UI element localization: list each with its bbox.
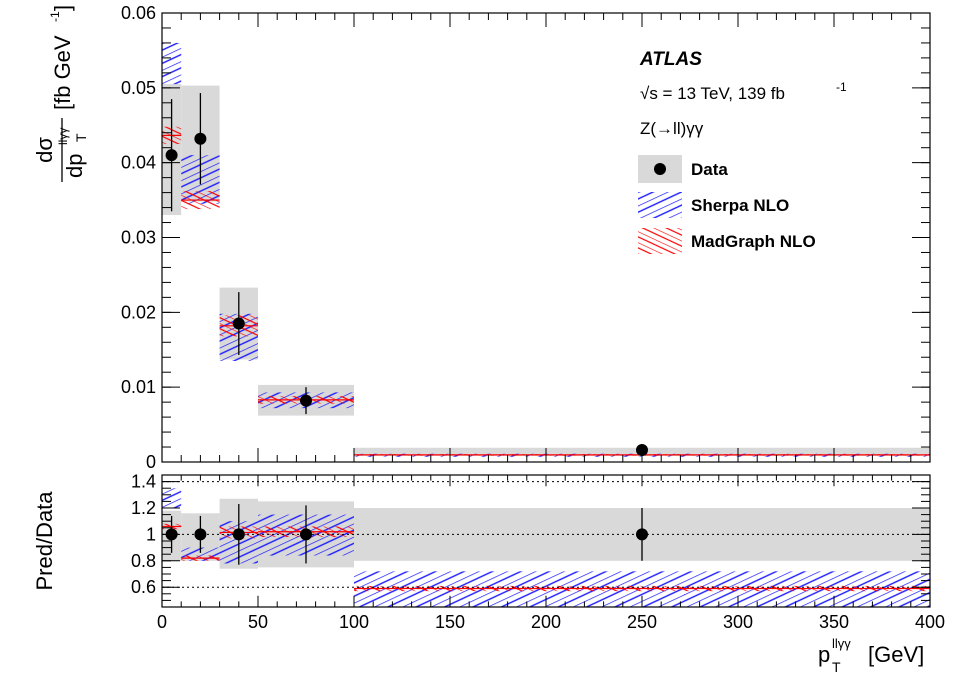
legend-sherpa-label: Sherpa NLO bbox=[691, 196, 789, 215]
main-y-axis-title: dσ dp llγγ T [fb GeV -1 ] bbox=[32, 5, 89, 182]
legend-madgraph-label: MadGraph NLO bbox=[691, 232, 816, 251]
y-title-unit: [fb GeV bbox=[50, 35, 75, 110]
main-data-points bbox=[165, 93, 648, 457]
main-y-tick-label: 0.06 bbox=[121, 3, 156, 23]
experiment-label: ATLAS bbox=[639, 49, 702, 70]
x-title-unit: [GeV] bbox=[868, 642, 924, 667]
main-x-ticks bbox=[161, 13, 931, 462]
ratio-x-tick-label: 250 bbox=[627, 612, 657, 632]
main-panel: 0 0.01 0.02 0.03 0.04 0.05 0.06 dσ dp llγγ T [… bbox=[32, 3, 931, 472]
y-title-sup: llγγ bbox=[56, 128, 70, 145]
legend-data-label: Data bbox=[691, 160, 728, 179]
x-title-sup: llγγ bbox=[832, 636, 851, 651]
ratio-x-ticks: 0 50 100 150 200 250 300 350 400 bbox=[157, 475, 945, 632]
ratio-y-ticks: 0.6 0.8 1 1.2 1.4 bbox=[131, 472, 930, 601]
main-data-point bbox=[194, 132, 207, 145]
ratio-x-tick-label: 0 bbox=[157, 612, 167, 632]
main-data-point bbox=[232, 317, 245, 330]
ratio-data-point bbox=[194, 528, 207, 541]
ratio-y-tick-label: 0.6 bbox=[131, 577, 156, 597]
x-axis-title: p llγγ T [GeV] bbox=[818, 636, 924, 675]
ratio-x-tick-label: 200 bbox=[531, 612, 561, 632]
ratio-panel: 0.6 0.8 1 1.2 1.4 0 50 100 150 200 250 300 350 400 P… bbox=[32, 472, 945, 675]
lumi-exponent: -1 bbox=[836, 80, 847, 94]
ratio-x-tick-label: 300 bbox=[723, 612, 753, 632]
x-title-sub: T bbox=[832, 659, 841, 675]
ratio-y-tick-label: 1.4 bbox=[131, 472, 156, 492]
ratio-sherpa-band bbox=[162, 488, 182, 508]
main-y-tick-label: 0.03 bbox=[121, 228, 156, 248]
main-sherpa-band bbox=[162, 42, 182, 85]
y-title-numerator: dσ bbox=[32, 137, 57, 163]
legend-data-marker bbox=[654, 163, 666, 175]
ratio-x-tick-label: 150 bbox=[435, 612, 465, 632]
ratio-data-point bbox=[636, 528, 648, 541]
ratio-data-point bbox=[300, 528, 312, 541]
ratio-data-points bbox=[165, 504, 648, 565]
ratio-data-point bbox=[232, 528, 245, 541]
y-title-sub: T bbox=[73, 133, 89, 142]
energy-lumi-label: √s = 13 TeV, 139 fb bbox=[640, 84, 785, 103]
y-title-unit-close: ] bbox=[50, 5, 75, 11]
ratio-x-tick-label: 350 bbox=[819, 612, 849, 632]
ratio-y-axis-title: Pred/Data bbox=[32, 491, 57, 591]
main-y-tick-label: 0 bbox=[146, 452, 156, 472]
main-y-tick-label: 0.04 bbox=[121, 153, 156, 173]
process-label: Z(→ll)γγ bbox=[640, 119, 704, 138]
y-title-denominator: dp bbox=[62, 154, 87, 178]
ratio-gridlines bbox=[162, 481, 930, 588]
x-title-main: p bbox=[818, 642, 830, 667]
legend-madgraph-swatch bbox=[638, 228, 682, 254]
ratio-x-tick-label: 50 bbox=[248, 612, 268, 632]
main-y-ticks: 0 0.01 0.02 0.03 0.04 0.05 0.06 bbox=[121, 3, 930, 472]
ratio-y-tick-label: 0.8 bbox=[131, 551, 156, 571]
main-y-tick-label: 0.01 bbox=[121, 377, 156, 397]
y-title-unit-exp: -1 bbox=[48, 11, 62, 22]
ratio-x-tick-label: 100 bbox=[339, 612, 369, 632]
ratio-y-tick-label: 1 bbox=[146, 524, 156, 544]
main-data-point bbox=[300, 394, 312, 407]
ratio-y-tick-label: 1.2 bbox=[131, 498, 156, 518]
legend-sherpa-swatch bbox=[638, 192, 682, 218]
ratio-x-tick-label: 400 bbox=[915, 612, 945, 632]
main-y-tick-label: 0.02 bbox=[121, 302, 156, 322]
main-data-point bbox=[165, 149, 178, 162]
main-y-tick-label: 0.05 bbox=[121, 78, 156, 98]
